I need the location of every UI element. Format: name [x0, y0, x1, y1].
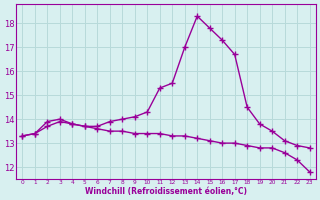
X-axis label: Windchill (Refroidissement éolien,°C): Windchill (Refroidissement éolien,°C)	[85, 187, 247, 196]
